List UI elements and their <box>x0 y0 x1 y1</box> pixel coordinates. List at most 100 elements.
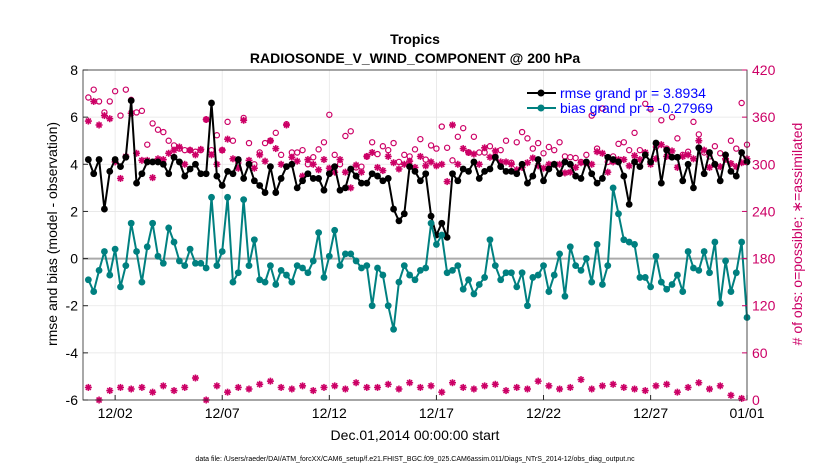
obs-assimilated-marker <box>556 385 564 393</box>
series-point-bias <box>695 266 703 274</box>
obs-assimilated-marker <box>266 377 274 385</box>
series-point-bias <box>657 278 665 286</box>
y-right-tick-label: 300 <box>752 156 776 172</box>
obs-assimilated-marker <box>100 112 108 120</box>
star-stroke <box>513 384 520 391</box>
star-stroke <box>374 384 381 391</box>
obs-possible-marker <box>502 137 510 144</box>
obs-possible-marker <box>379 143 387 150</box>
star-stroke <box>567 384 574 391</box>
star-stroke <box>577 376 585 383</box>
obs-assimilated-marker <box>363 383 371 391</box>
series-point-bias <box>256 276 264 284</box>
y-tick-label: 6 <box>70 109 78 125</box>
obs-possible-marker <box>647 106 654 113</box>
obs-possible-marker <box>310 154 317 161</box>
star-stroke <box>604 169 611 176</box>
x-tick-label: 12/17 <box>419 405 454 421</box>
series-point-rmse <box>475 175 483 182</box>
obs-assimilated-marker <box>240 116 248 124</box>
obs-assimilated-marker <box>416 383 424 391</box>
obs-possible-marker <box>497 146 504 154</box>
star-stroke <box>336 156 344 163</box>
obs-assimilated-marker <box>427 382 435 390</box>
star-stroke <box>320 384 328 391</box>
obs-assimilated-marker <box>202 116 210 123</box>
series-point-bias <box>250 236 258 244</box>
star-stroke <box>192 374 199 382</box>
series-point-rmse <box>513 170 521 178</box>
obs-assimilated-marker <box>523 385 531 393</box>
y-right-tick-label: 120 <box>752 298 776 314</box>
obs-possible-marker <box>642 100 649 107</box>
series-point-bias <box>320 274 328 281</box>
series-point-bias <box>261 278 269 286</box>
series-point-bias <box>609 184 617 192</box>
series-point-bias <box>663 285 671 293</box>
obs-assimilated-marker <box>170 146 178 154</box>
obs-possible-marker <box>401 151 408 159</box>
series-point-bias <box>443 269 451 277</box>
series-point-bias <box>368 302 376 310</box>
star-stroke <box>267 137 274 144</box>
star-stroke <box>422 162 429 169</box>
series-point-rmse <box>706 149 713 156</box>
x-tick-label: 12/02 <box>98 405 133 421</box>
star-stroke <box>701 147 708 154</box>
star-stroke <box>256 381 263 388</box>
series-point-rmse <box>556 170 563 178</box>
star-stroke <box>197 146 204 153</box>
obs-assimilated-marker <box>374 383 382 391</box>
series-point-rmse <box>497 163 505 171</box>
series-point-rmse <box>416 177 424 185</box>
series-point-bias <box>95 266 103 274</box>
star-stroke <box>256 151 263 158</box>
obs-possible-marker <box>347 128 354 135</box>
star-stroke <box>561 169 569 176</box>
series-point-bias <box>101 248 108 255</box>
series-point-rmse <box>218 182 226 189</box>
obs-possible-marker <box>95 98 103 105</box>
star-stroke <box>540 165 547 172</box>
obs-assimilated-marker <box>288 153 296 161</box>
star-stroke <box>203 116 210 123</box>
obs-possible-marker <box>299 146 306 154</box>
y-right-tick-label: 240 <box>752 203 776 219</box>
obs-possible-marker <box>599 105 606 112</box>
obs-assimilated-marker <box>454 160 462 168</box>
series-point-bias <box>218 248 226 255</box>
obs-assimilated-marker <box>309 160 317 168</box>
star-stroke <box>406 379 413 386</box>
obs-possible-marker <box>518 128 526 136</box>
series-point-rmse <box>711 160 719 168</box>
star-stroke <box>390 159 397 166</box>
series-point-bias <box>470 290 478 298</box>
series-point-rmse <box>609 156 617 163</box>
series-point-bias <box>529 274 537 281</box>
obs-assimilated-marker <box>234 383 242 391</box>
star-stroke <box>315 166 322 173</box>
star-stroke <box>165 150 172 157</box>
star-stroke <box>492 381 499 388</box>
star-stroke <box>438 161 445 168</box>
series-point-rmse <box>320 186 328 194</box>
obs-possible-marker <box>534 139 542 147</box>
star-stroke <box>187 147 194 154</box>
series-point-bias <box>229 278 237 286</box>
obs-possible-marker <box>625 146 633 154</box>
obs-assimilated-marker <box>491 147 499 155</box>
star-stroke <box>449 379 456 386</box>
star-stroke <box>208 151 215 158</box>
series-point-rmse <box>336 186 344 194</box>
star-stroke <box>588 161 595 168</box>
obs-assimilated-marker <box>598 382 606 390</box>
obs-possible-marker <box>331 151 338 159</box>
star-stroke <box>524 385 531 393</box>
obs-possible-marker <box>443 144 451 151</box>
obs-possible-marker <box>315 146 322 153</box>
y-tick-label: 2 <box>70 203 78 219</box>
obs-assimilated-marker <box>657 141 665 149</box>
obs-possible-marker <box>567 154 574 161</box>
series-point-rmse <box>427 212 435 220</box>
series-point-bias <box>309 257 317 265</box>
